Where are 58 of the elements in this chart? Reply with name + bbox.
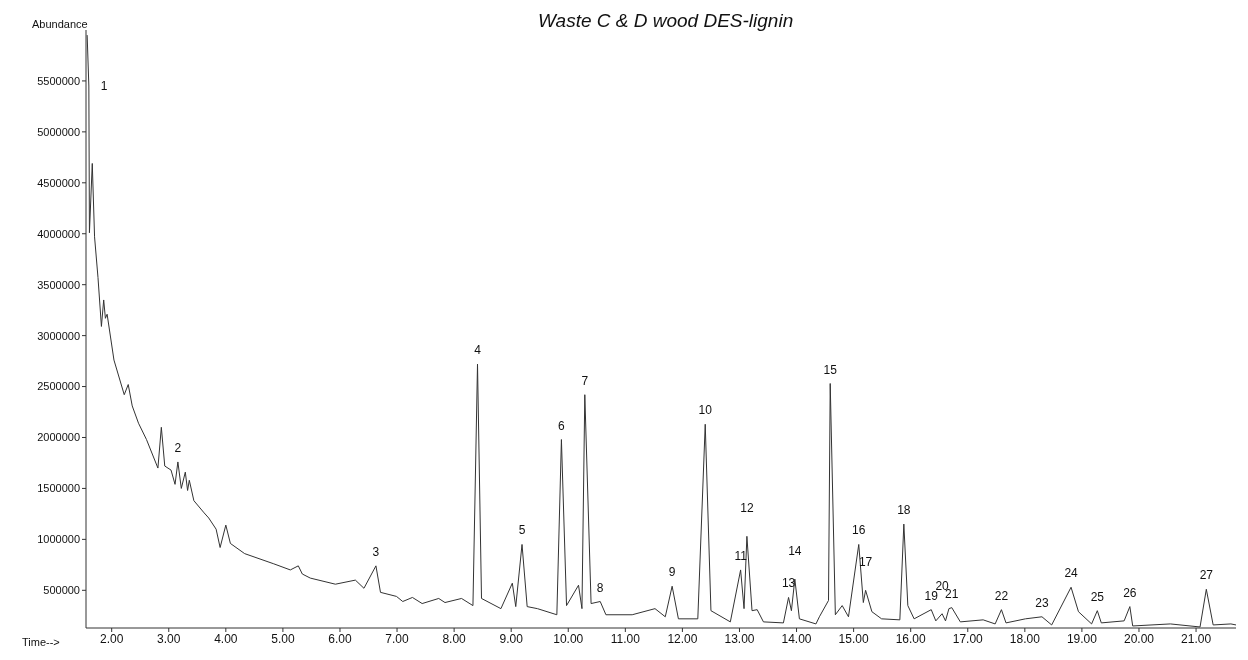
annotation: 16 <box>852 523 866 538</box>
x-tick-label: 18.00 <box>1009 631 1041 646</box>
y-tick-label: 4000000 <box>37 227 80 240</box>
y-tick-label: 2000000 <box>37 431 80 444</box>
annotation: 9 <box>668 565 676 580</box>
annotation: 1 <box>100 79 108 94</box>
x-tick-label: 16.00 <box>895 631 927 646</box>
chart-title: Waste C & D wood DES-lignin <box>538 10 794 32</box>
x-tick-label: 13.00 <box>724 631 755 646</box>
x-tick-label: 5.00 <box>271 631 295 646</box>
y-tick-label: 500000 <box>43 584 80 597</box>
annotation: 14 <box>788 544 802 559</box>
annotation: 18 <box>897 503 911 518</box>
x-tick-label: 19.00 <box>1066 631 1098 646</box>
y-tick-label: 1000000 <box>37 533 80 546</box>
annotation: 23 <box>1035 595 1049 610</box>
y-tick-label: 3500000 <box>37 278 80 291</box>
annotation: 24 <box>1064 566 1079 581</box>
y-tick-label: 5000000 <box>37 125 80 138</box>
x-tick-label: 12.00 <box>667 631 698 646</box>
y-axis-title: Abundance <box>32 18 88 30</box>
annotation: 22 <box>994 588 1009 603</box>
y-tick-label: 1500000 <box>37 482 80 495</box>
annotation: 6 <box>558 418 566 433</box>
annotation: 17 <box>858 555 873 570</box>
annotation: 26 <box>1123 585 1137 600</box>
x-tick-label: 2.00 <box>100 631 124 646</box>
annotation: 15 <box>823 362 838 377</box>
annotation: 5 <box>518 523 526 538</box>
x-axis-title: Time--> <box>22 636 60 648</box>
y-tick-label: 2500000 <box>37 380 80 393</box>
x-tick-label: 7.00 <box>385 631 410 646</box>
x-tick-label: 21.00 <box>1181 631 1212 646</box>
x-tick-label: 8.00 <box>442 631 467 646</box>
y-tick-label: 5500000 <box>37 74 80 87</box>
x-tick-label: 9.00 <box>499 631 524 646</box>
x-tick-label: 4.00 <box>214 631 238 646</box>
annotation: 27 <box>1199 568 1214 583</box>
x-tick-label: 6.00 <box>328 631 352 646</box>
x-tick-label: 11.00 <box>610 631 641 646</box>
x-tick-label: 17.00 <box>952 631 984 646</box>
y-tick-label: 4500000 <box>37 176 80 189</box>
annotation: 4 <box>474 343 482 358</box>
annotation: 13 <box>781 576 796 591</box>
x-tick-label: 14.00 <box>781 631 812 646</box>
annotation: 12 <box>740 501 754 516</box>
x-tick-label: 10.00 <box>553 631 584 646</box>
annotation: 25 <box>1090 589 1105 604</box>
y-tick-label: 3000000 <box>37 329 80 342</box>
annotation: 2 <box>174 440 182 455</box>
x-tick-label: 3.00 <box>157 631 181 646</box>
annotation: 11 <box>734 548 748 563</box>
annotation: 10 <box>698 403 713 418</box>
annotation: 3 <box>372 544 380 559</box>
annotation: 7 <box>581 373 589 388</box>
x-tick-label: 20.00 <box>1123 631 1155 646</box>
annotation: 8 <box>596 580 604 595</box>
x-tick-label: 15.00 <box>838 631 869 646</box>
